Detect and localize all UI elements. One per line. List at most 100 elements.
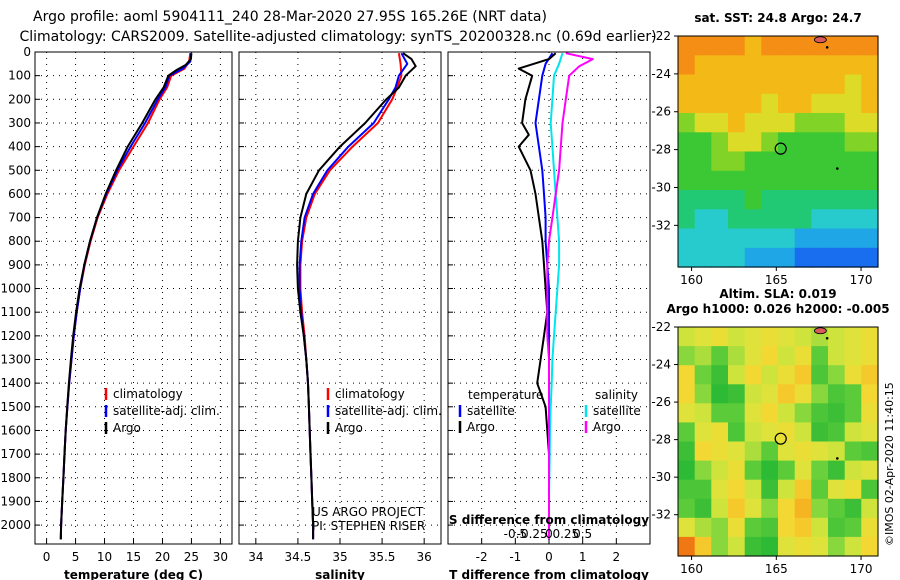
map-cell: [844, 151, 862, 172]
map-cell: [761, 190, 779, 210]
map-cell: [744, 170, 762, 191]
map-cell: [811, 132, 829, 153]
series-salinity-argo: [546, 52, 594, 540]
map-cell: [778, 228, 796, 249]
map-cell: [811, 74, 829, 95]
map-cell: [811, 113, 829, 133]
map-cell: [744, 113, 762, 133]
map-cell: [811, 517, 829, 538]
map-cell: [678, 517, 696, 538]
map-cell: [744, 190, 762, 210]
series-argo: [296, 52, 417, 540]
map-cell: [678, 384, 696, 404]
y-tick-label: 900: [8, 258, 31, 272]
map-cell: [861, 498, 879, 519]
map-cell: [778, 132, 796, 153]
map-x-tick-label: 160: [680, 273, 703, 287]
map-cell: [694, 517, 712, 538]
figure-title-line1: Argo profile: aoml 5904111_240 28-Mar-20…: [33, 9, 547, 25]
map-cell: [861, 384, 879, 404]
map-cell: [794, 132, 812, 153]
map-cell: [678, 93, 696, 114]
map-cell: [794, 536, 812, 557]
map-cell: [678, 190, 696, 210]
difference-profile-panel: -2 -1 0 1 2 T difference from climatology -0.5…: [447, 51, 651, 580]
map-y-tick-label: -30: [651, 180, 671, 194]
map-cell: [678, 113, 696, 133]
temp-legend-satellite-label: satellite-adj. clim.: [113, 404, 220, 418]
map-cell: [811, 190, 829, 210]
map-cell: [711, 536, 729, 557]
x-tick-label: 25: [184, 550, 199, 564]
map-cell: [861, 190, 879, 210]
map-cell: [728, 365, 746, 385]
map-cell: [828, 346, 846, 366]
map-cell: [761, 479, 779, 500]
map-cell: [828, 327, 846, 347]
map-cell: [811, 170, 829, 191]
map-cell: [761, 151, 779, 172]
map-cell: [678, 365, 696, 385]
x-tick-label: 20: [155, 550, 170, 564]
map-cell: [811, 479, 829, 500]
map-y-tick-label: -26: [651, 105, 671, 119]
map-cell: [794, 365, 812, 385]
map-cell: [744, 93, 762, 114]
map-cell: [711, 384, 729, 404]
map-cell: [811, 365, 829, 385]
map-cell: [861, 422, 879, 443]
map-cell: [694, 460, 712, 481]
figure-title-line2: Climatology: CARS2009. Satellite-adjuste…: [19, 29, 656, 45]
x-tick-label: 34: [248, 550, 263, 564]
map-cell: [861, 365, 879, 385]
map-cell: [794, 93, 812, 114]
map-cell: [811, 384, 829, 404]
map-cell: [694, 190, 712, 210]
map-cell: [861, 113, 879, 133]
map-cell: [744, 403, 762, 423]
map-cell: [778, 441, 796, 462]
map-cell: [728, 190, 746, 210]
map-cell: [728, 228, 746, 249]
island-norfolk: [836, 457, 839, 460]
map-cell: [828, 151, 846, 172]
y-tick-label: 1300: [0, 353, 31, 367]
map-cell: [728, 36, 746, 56]
map-cell: [844, 460, 862, 481]
map-cell: [828, 441, 846, 462]
map-cell: [761, 55, 779, 76]
map-cell: [761, 132, 779, 153]
y-tick-label: 500: [8, 163, 31, 177]
map-cell: [828, 384, 846, 404]
sla-map-title-line1: Altim. SLA: 0.019: [719, 287, 836, 301]
map-cell: [861, 93, 879, 114]
map-cell: [844, 113, 862, 133]
y-tick-label: 1700: [0, 447, 31, 461]
x-tick-label: 15: [126, 550, 141, 564]
map-cell: [711, 247, 729, 268]
map-cell: [744, 460, 762, 481]
map-cell: [811, 93, 829, 114]
map-cell: [728, 517, 746, 538]
map-cell: [761, 346, 779, 366]
map-cell: [828, 498, 846, 519]
map-cell: [678, 346, 696, 366]
map-cell: [828, 36, 846, 56]
map-cell: [694, 403, 712, 423]
map-cell: [844, 170, 862, 191]
map-cell: [694, 247, 712, 268]
map-cell: [744, 132, 762, 153]
map-cell: [711, 228, 729, 249]
map-cell: [711, 36, 729, 56]
series-argo: [59, 53, 193, 540]
map-cell: [761, 74, 779, 95]
map-cell: [778, 403, 796, 423]
sst-map-title: sat. SST: 24.8 Argo: 24.7: [694, 11, 861, 25]
map-cell: [728, 55, 746, 76]
map-cell: [761, 441, 779, 462]
map-cell: [711, 517, 729, 538]
map-cell: [678, 209, 696, 230]
map-x-tick-label: 165: [765, 562, 788, 576]
x-tick-label: 0: [43, 550, 51, 564]
map-cell: [728, 441, 746, 462]
